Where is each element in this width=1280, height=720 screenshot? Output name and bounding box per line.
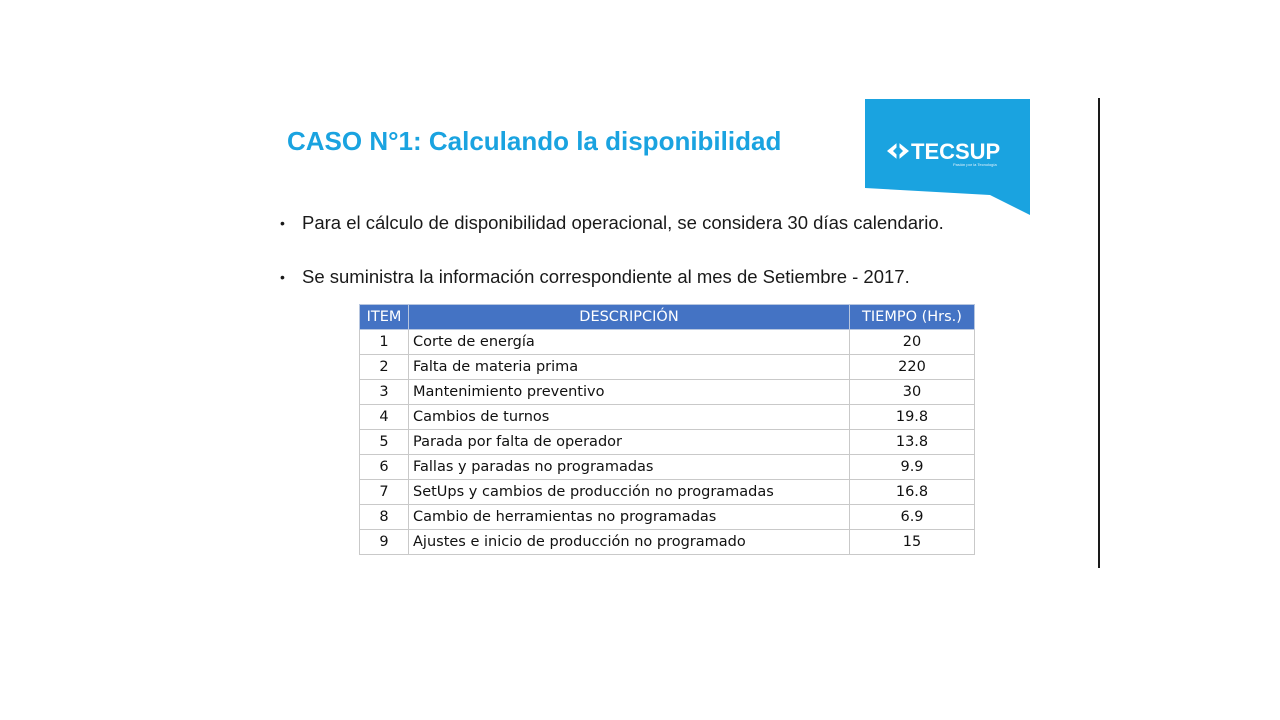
cell-description: Cambio de herramientas no programadas xyxy=(408,504,850,530)
cell-description: Cambios de turnos xyxy=(408,404,850,430)
table-row: 2 Falta de materia prima 220 xyxy=(359,354,975,380)
bullet-item: • Se suministra la información correspon… xyxy=(280,262,944,292)
cell-description: Mantenimiento preventivo xyxy=(408,379,850,405)
logo-brand-text: TECSUP xyxy=(911,139,1001,164)
table-row: 9 Ajustes e inicio de producción no prog… xyxy=(359,529,975,555)
logo-banner-shape xyxy=(865,99,1030,215)
table-row: 7 SetUps y cambios de producción no prog… xyxy=(359,479,975,505)
table-row: 1 Corte de energía 20 xyxy=(359,329,975,355)
cell-description: SetUps y cambios de producción no progra… xyxy=(408,479,850,505)
cell-item: 4 xyxy=(359,404,409,430)
slide-title: CASO N°1: Calculando la disponibilidad xyxy=(287,126,782,156)
cell-item: 8 xyxy=(359,504,409,530)
table-header-row: ITEM DESCRIPCIÓN TIEMPO (Hrs.) xyxy=(359,304,975,330)
bullet-text: Para el cálculo de disponibilidad operac… xyxy=(302,212,944,233)
bullet-item: • Para el cálculo de disponibilidad oper… xyxy=(280,208,944,238)
cell-time: 19.8 xyxy=(849,404,975,430)
cell-description: Parada por falta de operador xyxy=(408,429,850,455)
cell-description: Ajustes e inicio de producción no progra… xyxy=(408,529,850,555)
cell-item: 2 xyxy=(359,354,409,380)
cell-time: 6.9 xyxy=(849,504,975,530)
cell-time: 220 xyxy=(849,354,975,380)
logo-tagline: Pasión por la Tecnología xyxy=(953,162,997,167)
cell-time: 13.8 xyxy=(849,429,975,455)
cell-item: 6 xyxy=(359,454,409,480)
bullet-dot-icon: • xyxy=(280,215,285,231)
header-description: DESCRIPCIÓN xyxy=(408,304,850,330)
header-item: ITEM xyxy=(359,304,409,330)
cell-item: 3 xyxy=(359,379,409,405)
downtime-table: ITEM DESCRIPCIÓN TIEMPO (Hrs.) 1 Corte d… xyxy=(359,304,975,555)
table-row: 6 Fallas y paradas no programadas 9.9 xyxy=(359,454,975,480)
cell-time: 20 xyxy=(849,329,975,355)
header-time: TIEMPO (Hrs.) xyxy=(849,304,975,330)
tecsup-mark-icon xyxy=(887,142,909,160)
cell-item: 9 xyxy=(359,529,409,555)
bullet-dot-icon: • xyxy=(280,269,285,285)
cell-item: 1 xyxy=(359,329,409,355)
bullet-text: Se suministra la información correspondi… xyxy=(302,266,910,287)
cell-time: 15 xyxy=(849,529,975,555)
cell-time: 16.8 xyxy=(849,479,975,505)
cell-description: Falta de materia prima xyxy=(408,354,850,380)
cell-item: 5 xyxy=(359,429,409,455)
table-row: 3 Mantenimiento preventivo 30 xyxy=(359,379,975,405)
bullet-list: • Para el cálculo de disponibilidad oper… xyxy=(280,208,944,292)
table-row: 4 Cambios de turnos 19.8 xyxy=(359,404,975,430)
tecsup-logo: TECSUP Pasión por la Tecnología xyxy=(865,99,1030,215)
cell-time: 30 xyxy=(849,379,975,405)
cell-description: Fallas y paradas no programadas xyxy=(408,454,850,480)
cell-item: 7 xyxy=(359,479,409,505)
slide-right-border xyxy=(1098,98,1100,568)
cell-description: Corte de energía xyxy=(408,329,850,355)
cell-time: 9.9 xyxy=(849,454,975,480)
table-row: 8 Cambio de herramientas no programadas … xyxy=(359,504,975,530)
table-row: 5 Parada por falta de operador 13.8 xyxy=(359,429,975,455)
